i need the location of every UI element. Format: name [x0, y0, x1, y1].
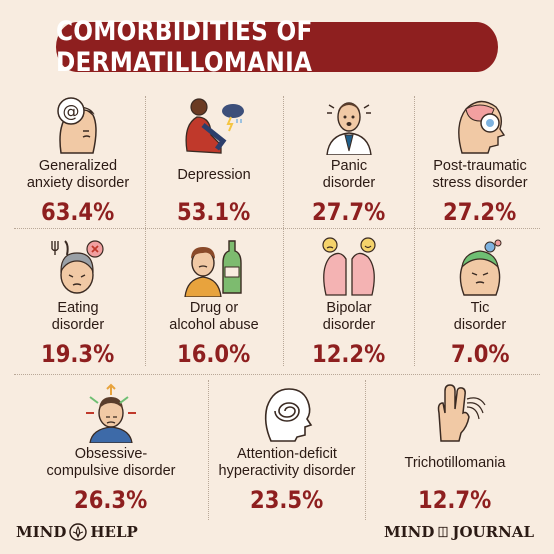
label-line: Obsessive-: [74, 446, 148, 462]
condition-card: Drug or alcohol abuse 16.0%: [148, 236, 280, 368]
condition-label: Attention-deficit hyperactivity disorder: [219, 444, 356, 482]
condition-card: Panic disorder 27.7%: [286, 94, 412, 226]
percent-value: 12.7%: [418, 486, 492, 514]
condition-card: Attention-deficit hyperactivity disorder…: [212, 382, 362, 514]
percent-value: 7.0%: [450, 340, 510, 368]
label-line: Depression: [177, 166, 251, 183]
percent-value: 16.0%: [177, 340, 251, 368]
logo-text: MIND: [384, 523, 435, 541]
percent-value: 19.3%: [41, 340, 115, 368]
svg-text:@: @: [63, 102, 80, 122]
percent-value: 27.7%: [312, 198, 386, 226]
divider: [14, 228, 540, 229]
head-gears-icon: [440, 236, 520, 298]
spiral-head-icon: [247, 382, 327, 444]
condition-label: Obsessive- compulsive disorder: [47, 444, 176, 482]
label-line: disorder: [453, 317, 507, 333]
fork-knife-head-icon: [38, 236, 118, 298]
head-brain-icon: [440, 94, 520, 156]
condition-label: Bipolar disorder: [323, 298, 375, 336]
condition-card: Eating disorder 19.3%: [14, 236, 142, 368]
condition-label: Generalized anxiety disorder: [27, 156, 129, 194]
condition-card: Tic disorder 7.0%: [416, 236, 544, 368]
label-line: alcohol abuse: [169, 317, 259, 333]
condition-label: Post-traumatic stress disorder: [432, 156, 527, 194]
condition-card: Trichotillomania 12.7%: [370, 382, 540, 514]
condition-label: Trichotillomania: [405, 444, 506, 482]
logo-text: JOURNAL: [452, 523, 534, 541]
book-icon: [438, 526, 448, 538]
condition-card: Bipolar disorder 12.2%: [286, 236, 412, 368]
label-line: Bipolar: [326, 300, 372, 316]
label-line: Attention-deficit: [237, 446, 337, 462]
condition-card: Depression 53.1%: [148, 94, 280, 226]
divider: [283, 96, 284, 366]
hand-hair-icon: [415, 382, 495, 444]
condition-card: @ Generalized anxiety disorder 63.4%: [14, 94, 142, 226]
percent-value: 12.2%: [312, 340, 386, 368]
label-line: Tic: [470, 300, 490, 316]
condition-card: Obsessive- compulsive disorder 26.3%: [18, 382, 204, 514]
percent-value: 23.5%: [250, 486, 324, 514]
label-line: Eating: [57, 300, 99, 316]
title-banner: COMORBIDITIES OF DERMATILLOMANIA: [55, 16, 499, 78]
condition-label: Depression: [177, 156, 250, 194]
label-line: disorder: [51, 317, 105, 333]
label-line: Panic: [330, 158, 368, 174]
panicked-man-icon: [309, 94, 389, 156]
label-line: Post-traumatic: [433, 158, 527, 174]
label-line: stress disorder: [432, 175, 528, 191]
percent-value: 27.2%: [443, 198, 517, 226]
logo-text: HELP: [90, 523, 138, 541]
percent-value: 53.1%: [177, 198, 251, 226]
divider: [414, 96, 415, 366]
confused-head-arrows-icon: [71, 382, 151, 444]
percent-value: 63.4%: [41, 198, 115, 226]
condition-label: Panic disorder: [323, 156, 375, 194]
mindjournal-logo: MIND JOURNAL: [384, 523, 534, 541]
divider: [365, 380, 366, 520]
label-line: Generalized: [38, 158, 118, 174]
lotus-icon: [69, 523, 88, 541]
logo-text: MIND: [16, 523, 67, 541]
label-line: Drug or: [189, 300, 239, 316]
label-line: hyperactivity disorder: [218, 463, 356, 479]
condition-label: Tic disorder: [454, 298, 506, 336]
divider: [208, 380, 209, 520]
mindhelp-logo: MIND HELP: [16, 523, 138, 541]
divider: [14, 374, 540, 375]
label-line: compulsive disorder: [46, 463, 176, 479]
sad-person-storm-icon: [174, 94, 254, 156]
anxious-face-icon: @: [38, 94, 118, 156]
condition-label: Eating disorder: [52, 298, 104, 336]
label-line: disorder: [322, 175, 376, 191]
percent-value: 26.3%: [74, 486, 148, 514]
condition-label: Drug or alcohol abuse: [169, 298, 259, 336]
label-line: Trichotillomania: [404, 454, 506, 471]
bottle-person-icon: [174, 236, 254, 298]
label-line: disorder: [322, 317, 376, 333]
page-title: COMORBIDITIES OF DERMATILLOMANIA: [55, 16, 313, 78]
label-line: anxiety disorder: [26, 175, 130, 191]
divider: [145, 96, 146, 366]
two-faces-icon: [309, 236, 389, 298]
condition-card: Post-traumatic stress disorder 27.2%: [416, 94, 544, 226]
